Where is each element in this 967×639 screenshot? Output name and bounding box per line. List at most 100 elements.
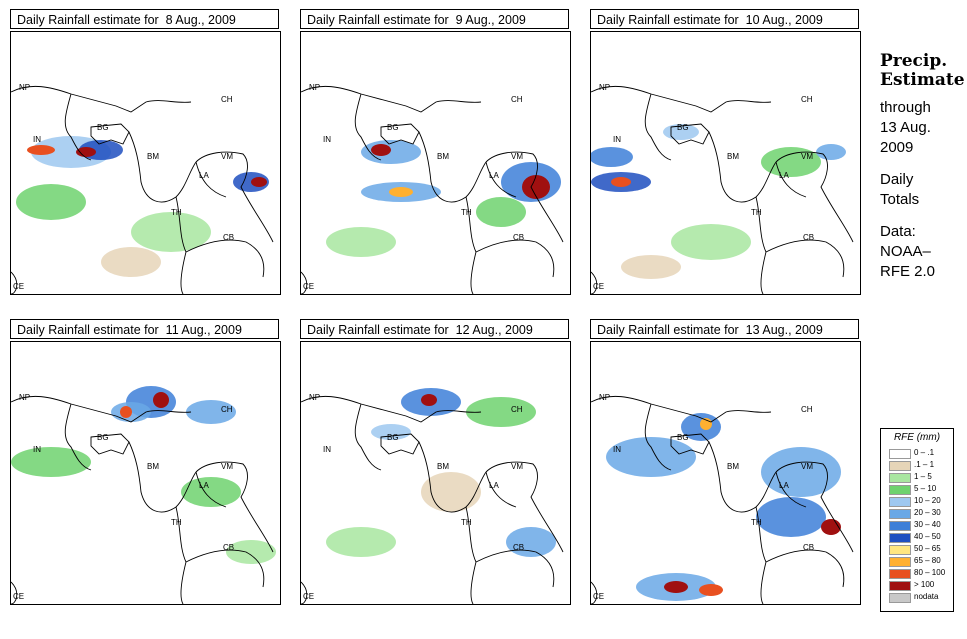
legend-label: 30 – 40 [914, 520, 941, 529]
rainfall-map: NP CH IN BG BM VM LA TH CB CE [300, 341, 571, 605]
country-label-np: NP [599, 393, 610, 402]
country-border [301, 581, 308, 604]
rainfall-map: NP CH IN BG BM VM LA TH CB CE [590, 341, 861, 605]
country-label-la: LA [199, 481, 209, 490]
country-label-la: LA [779, 171, 789, 180]
country-label-np: NP [19, 393, 30, 402]
legend-label: 0 – .1 [914, 448, 935, 457]
legend-item: nodata [889, 592, 949, 603]
country-border [670, 433, 710, 455]
country-label-cb: CB [803, 233, 814, 242]
country-label-la: LA [489, 481, 499, 490]
rainfall-area [131, 212, 211, 252]
rainfall-area [699, 584, 723, 596]
country-label-in: IN [323, 135, 331, 144]
country-label-ch: CH [801, 95, 813, 104]
country-border [591, 581, 598, 604]
country-label-np: NP [309, 393, 320, 402]
country-label-in: IN [33, 445, 41, 454]
country-label-bg: BG [387, 123, 399, 132]
panel-title: Daily Rainfall estimate for 8 Aug., 2009 [10, 9, 279, 29]
country-border [765, 549, 845, 588]
rainfall-map: NP CH IN BG BM VM LA TH CB CE [300, 31, 571, 295]
side-info: Precip. Estimate through 13 Aug. 2009 Da… [880, 52, 965, 282]
rainfall-area [120, 406, 132, 418]
panel-title: Daily Rainfall estimate for 10 Aug., 200… [590, 9, 859, 29]
rainfall-area [153, 392, 169, 408]
country-border [301, 395, 482, 423]
country-border [11, 85, 192, 113]
country-border [644, 93, 672, 161]
legend-title: RFE (mm) [893, 432, 941, 443]
rainfall-area [371, 424, 411, 440]
panel-aug-10: Daily Rainfall estimate for 10 Aug., 200… [590, 9, 861, 295]
country-border [195, 151, 274, 243]
legend-swatch [889, 581, 911, 591]
source-line1: NOAA– [880, 243, 931, 260]
legend-item: 20 – 30 [889, 508, 949, 519]
legend-label: .1 – 1 [914, 460, 935, 469]
country-label-cb: CB [513, 543, 524, 552]
country-label-th: TH [171, 208, 182, 217]
legend-label: 5 – 10 [914, 484, 937, 493]
country-border [708, 441, 777, 513]
rainfall-area [16, 184, 86, 220]
rainfall-area [756, 497, 826, 537]
country-label-cb: CB [223, 233, 234, 242]
rainfall-area [76, 147, 96, 157]
legend-label: 50 – 65 [914, 544, 941, 553]
rainfall-area [11, 447, 91, 477]
legend-label: 80 – 100 [914, 568, 946, 577]
country-label-ce: CE [593, 592, 604, 601]
country-border [185, 549, 265, 588]
country-border [418, 131, 487, 203]
country-label-np: NP [599, 83, 610, 92]
country-label-in: IN [613, 445, 621, 454]
country-border [11, 395, 192, 423]
country-label-cb: CB [803, 543, 814, 552]
rainfall-area [761, 447, 841, 497]
through-label: through [880, 99, 931, 116]
country-label-ch: CH [511, 95, 523, 104]
rainfall-area [226, 540, 276, 564]
country-label-th: TH [171, 518, 182, 527]
rainfall-area [611, 177, 631, 187]
country-border [418, 441, 487, 513]
country-border [185, 239, 265, 278]
country-border [708, 131, 777, 203]
totals-label: Totals [880, 191, 920, 208]
country-label-th: TH [461, 518, 472, 527]
country-label-la: LA [779, 481, 789, 490]
country-label-vm: VM [801, 462, 813, 471]
rainfall-area [522, 175, 550, 199]
country-label-ch: CH [221, 95, 233, 104]
country-border [775, 471, 807, 508]
data-label: Data: [880, 223, 916, 240]
rainfall-map: NP CH IN BG BM VM LA TH CB CE [10, 31, 281, 295]
country-label-np: NP [19, 83, 30, 92]
country-label-th: TH [461, 208, 472, 217]
rainfall-area [671, 224, 751, 260]
panel-aug-12: Daily Rainfall estimate for 12 Aug., 200… [300, 319, 571, 605]
country-border [670, 123, 710, 145]
rainfall-area [421, 394, 437, 406]
legend-swatch [889, 449, 911, 459]
panel-aug-8: Daily Rainfall estimate for 8 Aug., 2009… [10, 9, 281, 295]
country-label-ch: CH [801, 405, 813, 414]
country-label-in: IN [323, 445, 331, 454]
end-date-line1: 13 Aug. [880, 119, 931, 136]
rainfall-area [27, 145, 55, 155]
country-border [11, 271, 18, 294]
legend-swatch [889, 545, 911, 555]
rainfall-area [181, 477, 241, 507]
country-border [354, 93, 382, 161]
country-label-ch: CH [511, 405, 523, 414]
rainfall-area [389, 187, 413, 197]
panel-title: Daily Rainfall estimate for 9 Aug., 2009 [300, 9, 569, 29]
rainfall-area [251, 177, 267, 187]
legend-swatch [889, 533, 911, 543]
rainfall-area [663, 124, 699, 140]
side-title-line2: Estimate [880, 70, 965, 90]
country-border [195, 471, 227, 508]
country-label-ce: CE [13, 282, 24, 291]
